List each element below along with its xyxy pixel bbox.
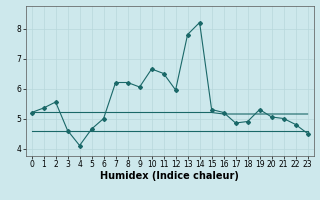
- X-axis label: Humidex (Indice chaleur): Humidex (Indice chaleur): [100, 171, 239, 181]
